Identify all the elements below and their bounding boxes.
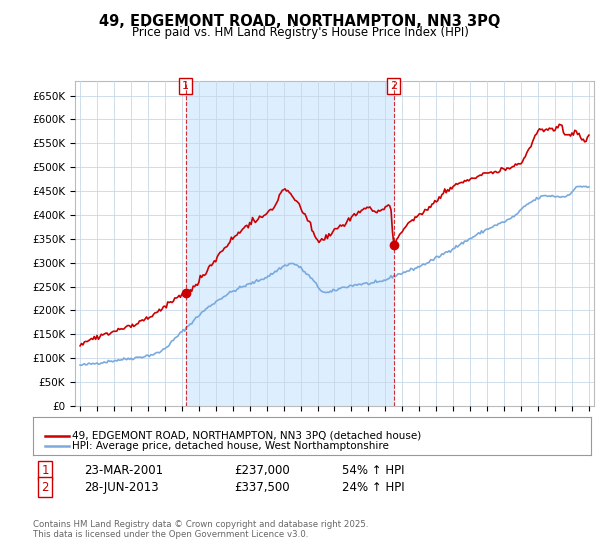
Text: 49, EDGEMONT ROAD, NORTHAMPTON, NN3 3PQ: 49, EDGEMONT ROAD, NORTHAMPTON, NN3 3PQ xyxy=(100,14,500,29)
Text: 54% ↑ HPI: 54% ↑ HPI xyxy=(342,464,404,477)
Text: 1: 1 xyxy=(41,464,49,477)
Text: Contains HM Land Registry data © Crown copyright and database right 2025.
This d: Contains HM Land Registry data © Crown c… xyxy=(33,520,368,539)
Text: Price paid vs. HM Land Registry's House Price Index (HPI): Price paid vs. HM Land Registry's House … xyxy=(131,26,469,39)
Text: 2: 2 xyxy=(390,81,397,91)
Text: £337,500: £337,500 xyxy=(234,480,290,494)
Bar xyxy=(185,81,394,406)
Text: 28-JUN-2013: 28-JUN-2013 xyxy=(84,480,158,494)
Text: 49, EDGEMONT ROAD, NORTHAMPTON, NN3 3PQ (detached house): 49, EDGEMONT ROAD, NORTHAMPTON, NN3 3PQ … xyxy=(72,431,421,441)
Text: 2: 2 xyxy=(41,480,49,494)
Text: £237,000: £237,000 xyxy=(234,464,290,477)
Text: 24% ↑ HPI: 24% ↑ HPI xyxy=(342,480,404,494)
Text: HPI: Average price, detached house, West Northamptonshire: HPI: Average price, detached house, West… xyxy=(72,441,389,451)
Text: 1: 1 xyxy=(182,81,189,91)
Text: 23-MAR-2001: 23-MAR-2001 xyxy=(84,464,163,477)
